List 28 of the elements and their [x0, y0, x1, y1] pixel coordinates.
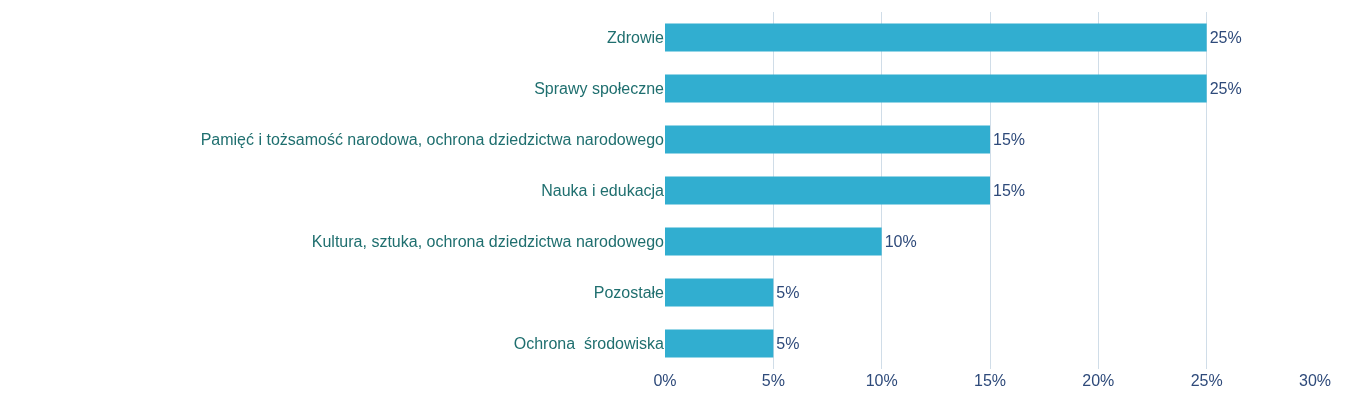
bar: [665, 227, 882, 256]
bar: [665, 278, 774, 307]
x-tick-label: 5%: [761, 372, 785, 389]
data-label: 5%: [776, 335, 800, 352]
bar: [665, 176, 990, 205]
bar: [665, 329, 774, 358]
bar: [665, 74, 1207, 103]
x-tick-label: 0%: [653, 372, 677, 389]
y-tick-label: Nauka i edukacja: [541, 182, 665, 200]
y-tick-label: Pozostałe: [593, 284, 665, 302]
data-label: 15%: [993, 131, 1026, 149]
data-label: 5%: [776, 284, 800, 301]
x-tick-label: 30%: [1298, 372, 1332, 389]
y-tick-label: Sprawy społeczne: [534, 80, 665, 98]
y-tick-label: Kultura, sztuka, ochrona dziedzictwa narodowego: [311, 233, 665, 251]
x-tick-label: 25%: [1190, 372, 1223, 389]
x-tick-label: 20%: [1082, 372, 1115, 389]
y-tick-label: Ochrona środowiska: [513, 335, 665, 353]
x-tick-label: 15%: [973, 372, 1007, 389]
y-tick-label: Zdrowie: [607, 29, 665, 47]
y-tick-label: Pamięć i tożsamość narodowa, ochrona dziedzictwa narodowego: [200, 131, 665, 149]
data-label: 10%: [884, 233, 917, 251]
data-label: 15%: [993, 182, 1026, 200]
bar: [665, 125, 990, 154]
bar: [665, 23, 1207, 52]
data-label: 25%: [1209, 29, 1242, 46]
x-tick-label: 10%: [865, 372, 898, 389]
data-label: 25%: [1209, 80, 1242, 97]
